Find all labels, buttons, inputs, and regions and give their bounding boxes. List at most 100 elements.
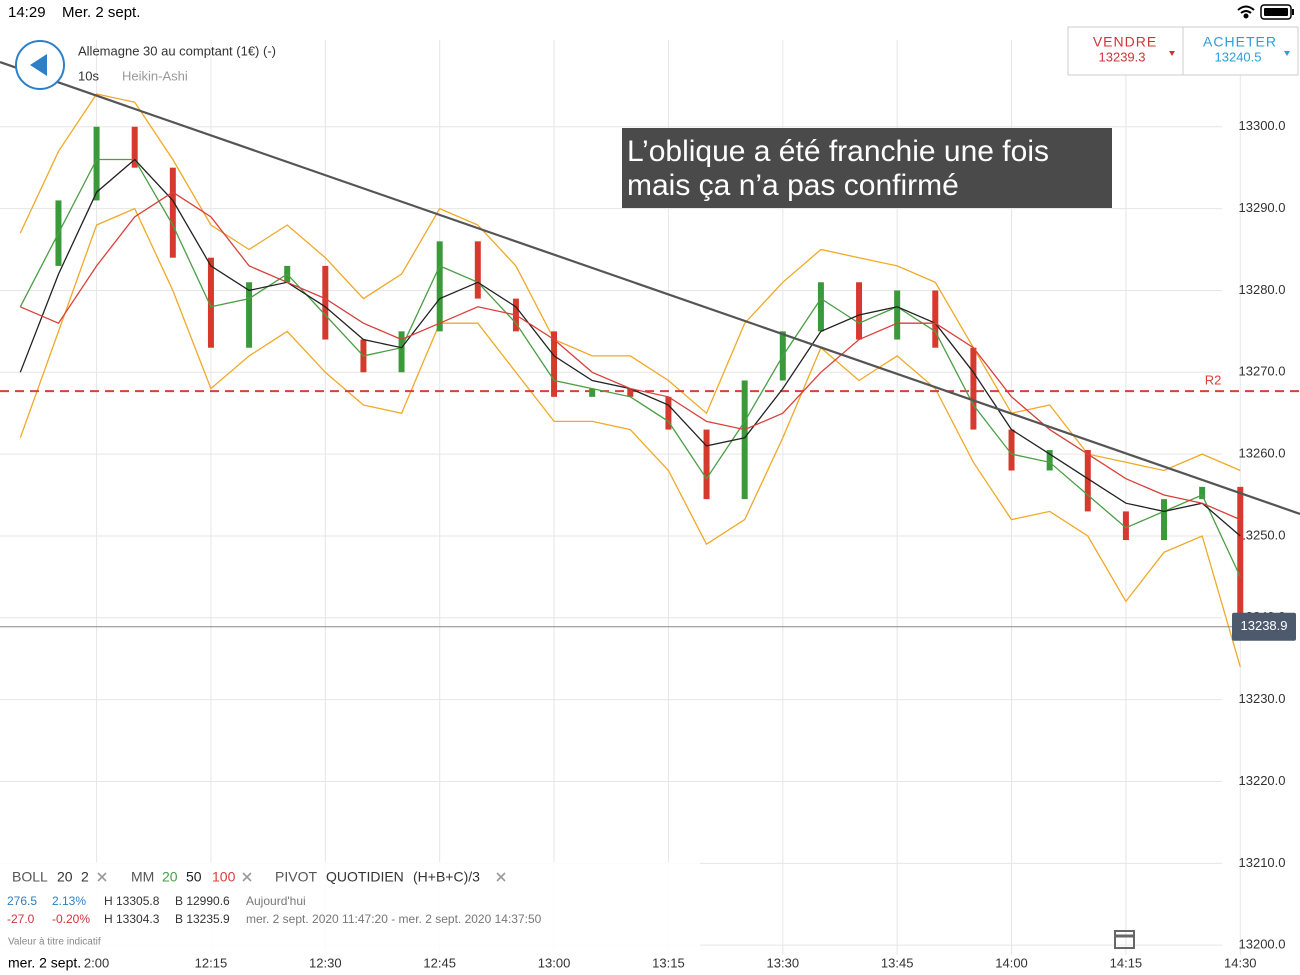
stat-value: B 12990.6	[175, 894, 230, 908]
candle	[932, 290, 939, 348]
candle	[589, 388, 596, 397]
indicator-name[interactable]: BOLL	[12, 869, 48, 885]
wifi-icon	[1237, 5, 1255, 19]
pivot-label: R2	[1205, 373, 1222, 388]
annotation-box	[622, 128, 1112, 208]
buy-button[interactable]: ACHETER 13240.5	[1203, 34, 1290, 65]
candle	[93, 126, 100, 201]
stat-value: H 13304.3	[104, 912, 160, 926]
indicator-param: 50	[186, 869, 202, 885]
candle	[398, 331, 405, 373]
candle	[1199, 486, 1206, 500]
indicator-param: 2	[81, 869, 89, 885]
candle	[169, 167, 176, 258]
candle	[207, 257, 214, 348]
annotation-text: mais ça n’a pas confirmé	[627, 169, 959, 202]
candle	[322, 265, 329, 340]
interval[interactable]: 10s	[78, 68, 99, 83]
x-tick-label: 13:45	[881, 955, 914, 970]
candle	[551, 331, 558, 397]
buy-label[interactable]: ACHETER	[1203, 34, 1277, 50]
stat-value: -27.0	[7, 912, 35, 926]
moving-average	[19, 158, 1241, 578]
status-bar	[0, 0, 1300, 26]
moving-average	[20, 191, 1241, 521]
x-tick-label: 2:00	[84, 955, 109, 970]
stat-value: -0.20%	[52, 912, 90, 926]
stat-value: mer. 2 sept. 2020 11:47:20 - mer. 2 sept…	[246, 912, 542, 926]
y-tick-label: 13230.0	[1239, 691, 1286, 706]
last-price-label: 13238.9	[1241, 618, 1288, 633]
candle	[1122, 511, 1129, 541]
chart-style[interactable]: Heikin-Ashi	[122, 68, 188, 83]
buy-price[interactable]: 13240.5	[1215, 49, 1262, 64]
back-button[interactable]	[15, 40, 65, 90]
stats: 276.5 2.13% H 13305.8 B 12990.6 Aujourd'hui -…	[7, 894, 542, 926]
y-tick-label: 13290.0	[1239, 200, 1286, 215]
x-tick-label: 13:30	[767, 955, 800, 970]
candle	[703, 429, 710, 500]
y-tick-label: 13220.0	[1239, 773, 1286, 788]
y-tick-label: 13270.0	[1239, 364, 1286, 379]
last-price-box	[1232, 612, 1296, 641]
candle	[970, 347, 977, 430]
indicator-param: 20	[162, 869, 178, 885]
disclaimer: Valeur à titre indicatif	[8, 937, 101, 948]
moving-average	[19, 158, 1241, 537]
x-tick-label: 14:00	[995, 955, 1028, 970]
sell-button[interactable]: VENDRE 13239.3	[1093, 34, 1175, 65]
status-date: Mer. 2 sept.	[62, 4, 140, 21]
y-tick-label: 13200.0	[1239, 937, 1286, 952]
indicator-param: 100	[212, 869, 236, 885]
stat-value: B 13235.9	[175, 912, 230, 926]
remove-indicator[interactable]	[242, 872, 252, 882]
footer-date: mer. 2 sept.	[8, 955, 81, 971]
candle	[627, 388, 634, 397]
stat-value: 276.5	[7, 894, 37, 908]
candle	[246, 282, 253, 348]
candle	[856, 282, 863, 340]
candle	[1237, 486, 1244, 627]
y-tick-label: 13210.0	[1239, 855, 1286, 870]
candle	[894, 290, 901, 340]
status-time: 14:29	[8, 4, 46, 21]
x-tick-label: 13:15	[652, 955, 685, 970]
sell-price[interactable]: 13239.3	[1099, 49, 1146, 64]
annotation-text: L’oblique a été franchie une fois	[627, 135, 1049, 168]
stat-value: 2.13%	[52, 894, 86, 908]
candle	[1084, 450, 1091, 512]
candle	[1046, 450, 1053, 471]
x-tick-label: 14:30	[1224, 955, 1257, 970]
candle	[665, 396, 672, 430]
calendar-icon[interactable]	[1114, 930, 1135, 949]
candle	[131, 126, 138, 168]
indicator-name[interactable]: PIVOT	[275, 869, 317, 885]
indicator-param: (H+B+C)/3	[413, 869, 480, 885]
x-tick-label: 12:15	[195, 955, 228, 970]
remove-indicator[interactable]	[97, 872, 107, 882]
stat-value: Aujourd'hui	[246, 894, 306, 908]
y-tick-label: 13260.0	[1239, 446, 1286, 461]
y-tick-label: 13280.0	[1239, 282, 1286, 297]
remove-indicator[interactable]	[496, 872, 506, 882]
sell-label[interactable]: VENDRE	[1093, 34, 1157, 50]
x-tick-label: 12:45	[423, 955, 456, 970]
candle	[1161, 499, 1168, 541]
trendline	[0, 61, 1300, 515]
candle	[474, 241, 481, 299]
candle	[817, 282, 824, 332]
stat-value: H 13305.8	[104, 894, 160, 908]
bollinger-lower	[19, 207, 1241, 668]
instrument-name: Allemagne 30 au comptant (1€) (-)	[78, 43, 276, 58]
footer-date-box	[0, 954, 96, 975]
candle	[436, 241, 443, 332]
candle	[741, 380, 748, 500]
battery-icon	[1260, 4, 1294, 20]
indicator-name[interactable]: MM	[131, 869, 154, 885]
x-tick-label: 13:00	[538, 955, 571, 970]
y-tick-label: 13250.0	[1239, 527, 1286, 542]
y-tick-label: 13300.0	[1239, 118, 1286, 133]
candle	[1008, 429, 1015, 471]
indicator-param: QUOTIDIEN	[326, 869, 404, 885]
